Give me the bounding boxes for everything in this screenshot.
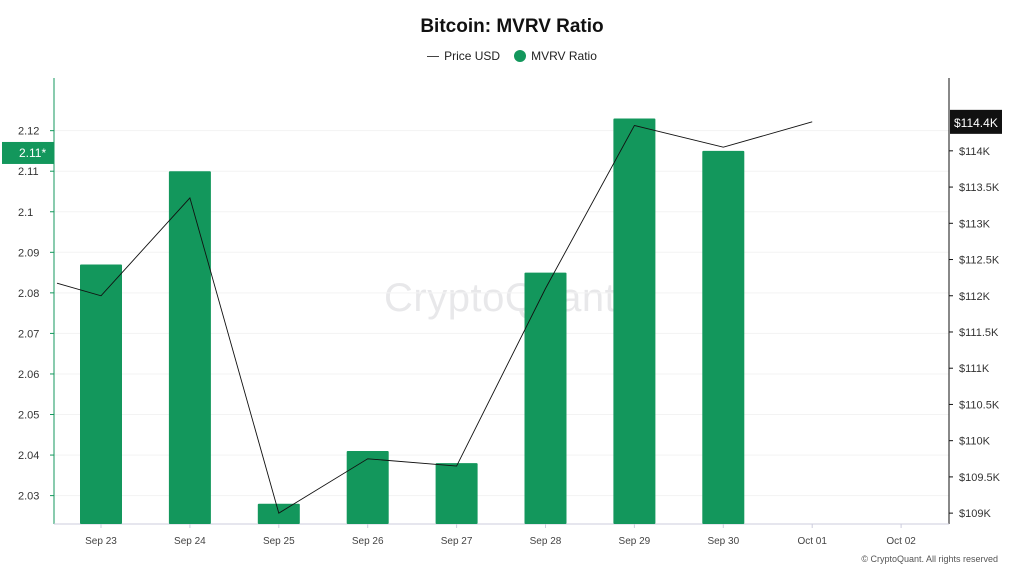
left-tick-label: 2.03	[18, 491, 39, 503]
copyright-text: © CryptoQuant. All rights reserved	[861, 554, 998, 564]
x-tick-label: Sep 28	[530, 536, 562, 547]
left-tick-label: 2.08	[18, 288, 39, 300]
right-current-badge	[950, 109, 1002, 134]
legend-item-price[interactable]: Price USD	[427, 49, 500, 63]
x-tick-label: Oct 02	[886, 536, 916, 547]
left-tick-label: 2.06	[18, 369, 39, 381]
x-tick-label: Sep 23	[85, 536, 117, 547]
mvrv-bar	[257, 503, 300, 524]
left-current-badge-label: 2.11*	[19, 146, 46, 160]
right-tick-label: $112.5K	[959, 255, 1000, 267]
legend-line-swatch	[427, 55, 440, 57]
x-tick-label: Sep 29	[619, 536, 651, 547]
left-tick-label: 2.07	[18, 328, 39, 340]
chart-legend: Price USD MVRV Ratio	[0, 49, 1024, 63]
mvrv-bar	[702, 150, 745, 524]
x-tick-label: Sep 27	[441, 536, 473, 547]
right-tick-label: $110.5K	[959, 399, 1000, 411]
right-current-badge-label: $114.4K	[954, 116, 998, 130]
right-tick-label: $114K	[959, 146, 991, 158]
right-tick-label: $113.5K	[959, 182, 1000, 194]
chart-title: Bitcoin: MVRV Ratio	[420, 16, 604, 37]
right-tick-label: $109K	[959, 508, 991, 520]
left-tick-label: 2.12	[18, 126, 39, 138]
x-tick-label: Sep 30	[707, 536, 739, 547]
mvrv-bar	[613, 118, 656, 524]
mvrv-bar	[168, 171, 211, 525]
legend-dot-swatch	[514, 50, 527, 62]
legend-label-price: Price USD	[444, 49, 501, 63]
legend-item-mvrv[interactable]: MVRV Ratio	[514, 49, 597, 63]
left-tick-label: 2.11	[18, 166, 39, 178]
x-tick-label: Sep 24	[174, 536, 206, 547]
x-tick-label: Oct 01	[797, 536, 827, 547]
x-tick-label: Sep 26	[352, 536, 384, 547]
mvrv-bar	[80, 264, 122, 524]
right-tick-label: $113K	[959, 218, 991, 230]
left-tick-label: 2.09	[18, 247, 39, 259]
left-tick-label: 2.1	[18, 207, 33, 219]
watermark-logo: CryptoQuant	[384, 276, 617, 320]
x-tick-label: Sep 25	[263, 536, 295, 547]
mvrv-bar	[524, 272, 567, 524]
price-line	[56, 121, 813, 514]
right-tick-label: $112K	[959, 291, 991, 303]
mvrv-bar	[346, 451, 389, 524]
mvrv-bar	[435, 463, 478, 524]
right-tick-label: $111.5K	[959, 327, 999, 339]
left-current-badge	[2, 141, 54, 164]
legend-label-mvrv: MVRV Ratio	[531, 49, 597, 63]
right-tick-label: $110K	[959, 436, 991, 448]
left-tick-label: 2.04	[18, 450, 39, 462]
right-tick-label: $111K	[959, 363, 990, 375]
right-tick-label: $109.5K	[959, 472, 1001, 484]
left-tick-label: 2.05	[18, 410, 39, 422]
